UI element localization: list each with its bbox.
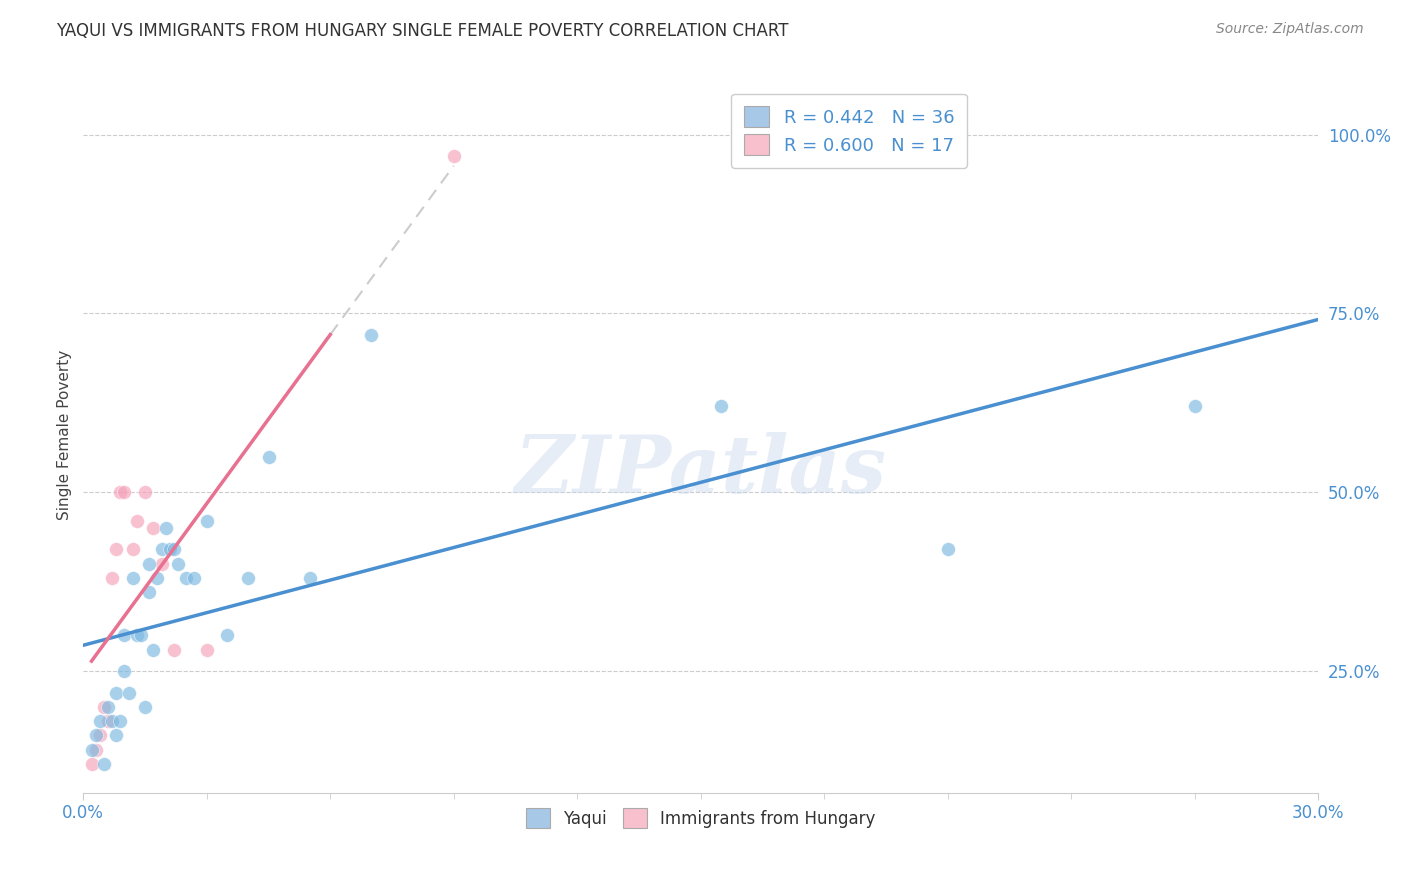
Point xyxy=(710,400,733,414)
Point xyxy=(443,149,465,163)
Point xyxy=(80,757,103,772)
Point xyxy=(114,485,136,500)
Point xyxy=(298,571,321,585)
Point xyxy=(121,542,143,557)
Point xyxy=(142,521,165,535)
Point xyxy=(936,542,959,557)
Point xyxy=(1184,400,1206,414)
Point xyxy=(146,571,169,585)
Point xyxy=(138,585,160,599)
Text: ZIPatlas: ZIPatlas xyxy=(515,432,887,509)
Point xyxy=(89,714,111,728)
Point xyxy=(105,728,128,742)
Point xyxy=(167,557,190,571)
Point xyxy=(84,743,107,757)
Point xyxy=(93,757,115,772)
Point xyxy=(174,571,197,585)
Text: YAQUI VS IMMIGRANTS FROM HUNGARY SINGLE FEMALE POVERTY CORRELATION CHART: YAQUI VS IMMIGRANTS FROM HUNGARY SINGLE … xyxy=(56,22,789,40)
Point xyxy=(80,743,103,757)
Point xyxy=(155,521,177,535)
Point xyxy=(97,714,120,728)
Point xyxy=(150,557,173,571)
Point xyxy=(105,542,128,557)
Point xyxy=(110,485,132,500)
Point xyxy=(125,628,148,642)
Point xyxy=(195,642,218,657)
Point xyxy=(105,685,128,699)
Point xyxy=(101,571,124,585)
Point xyxy=(89,728,111,742)
Point xyxy=(101,714,124,728)
Point xyxy=(138,557,160,571)
Text: Source: ZipAtlas.com: Source: ZipAtlas.com xyxy=(1216,22,1364,37)
Point xyxy=(114,664,136,678)
Legend: Yaqui, Immigrants from Hungary: Yaqui, Immigrants from Hungary xyxy=(520,802,882,834)
Point xyxy=(360,327,382,342)
Point xyxy=(217,628,239,642)
Point xyxy=(183,571,205,585)
Point xyxy=(117,685,139,699)
Point xyxy=(129,628,152,642)
Point xyxy=(114,628,136,642)
Point xyxy=(159,542,181,557)
Y-axis label: Single Female Poverty: Single Female Poverty xyxy=(58,350,72,520)
Point xyxy=(142,642,165,657)
Point xyxy=(121,571,143,585)
Point xyxy=(163,542,186,557)
Point xyxy=(134,485,156,500)
Point xyxy=(134,699,156,714)
Point xyxy=(93,699,115,714)
Point xyxy=(110,714,132,728)
Point xyxy=(195,514,218,528)
Point xyxy=(150,542,173,557)
Point xyxy=(163,642,186,657)
Point xyxy=(257,450,280,464)
Point xyxy=(125,514,148,528)
Point xyxy=(84,728,107,742)
Point xyxy=(97,699,120,714)
Point xyxy=(236,571,259,585)
